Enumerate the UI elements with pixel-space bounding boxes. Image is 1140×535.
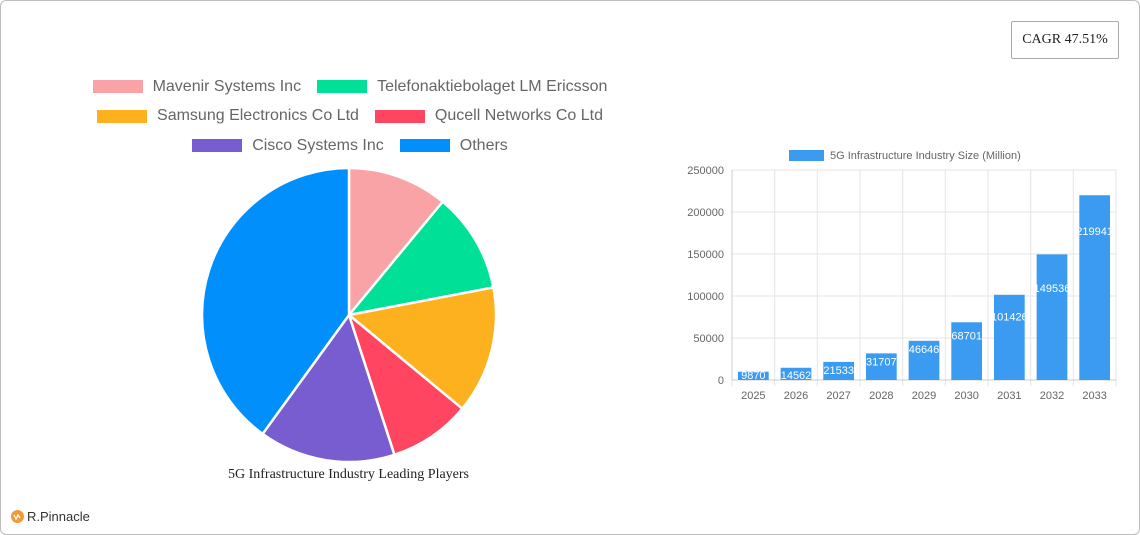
bar-value-label: 14562 [781,370,812,382]
legend-label: Cisco Systems Inc [252,136,384,154]
legend-swatch [192,139,243,153]
logo-text: R.Pinnacle [27,509,90,524]
bar[interactable] [865,353,897,380]
y-tick-label: 200000 [687,207,724,219]
legend-label: Mavenir Systems Inc [152,77,302,95]
pie-legend: Mavenir Systems Inc Telefonaktiebolaget L… [80,72,620,161]
bar-value-label: 21533 [823,365,854,377]
x-tick-label: 2032 [1040,390,1064,402]
brand-logo: R.Pinnacle [11,509,90,524]
legend-label: Samsung Electronics Co Ltd [157,107,359,125]
legend-item[interactable]: Mavenir Systems Inc [92,77,302,96]
x-tick-label: 2025 [741,390,765,402]
bar-legend-label: 5G Infrastructure Industry Size (Million… [830,150,1021,162]
logo-icon [11,510,24,523]
bar-value-label: 149536 [1034,283,1071,295]
legend-item[interactable]: Samsung Electronics Co Ltd [97,107,359,125]
bar-value-label: 46646 [909,344,940,356]
bar-legend-swatch [789,150,824,161]
legend-swatch [97,109,148,123]
legend-row: Cisco Systems Inc Others [80,131,620,161]
legend-swatch [92,80,143,94]
y-tick-label: 0 [718,375,724,387]
bar[interactable] [1079,195,1111,380]
bar-value-label: 9870 [741,370,765,382]
legend-label: Telefonaktiebolaget LM Ericsson [377,77,608,95]
x-tick-label: 2027 [826,390,850,402]
bar[interactable] [1036,254,1068,380]
pie-slice[interactable] [346,311,465,457]
bar[interactable] [780,367,812,380]
pie-title: 5G Infrastructure Industry Leading Playe… [227,467,470,482]
x-tick-label: 2026 [784,390,808,402]
pie-chart [199,165,499,465]
y-tick-label: 100000 [687,291,724,303]
pie-slice[interactable] [346,285,498,411]
legend-swatch [374,109,425,123]
bar-value-label: 219941 [1076,226,1113,238]
legend-item[interactable]: Cisco Systems Inc [192,137,384,155]
legend-label: Qucell Networks Co Ltd [434,107,603,125]
legend-label: Others [459,136,508,154]
legend-item[interactable]: Telefonaktiebolaget LM Ericsson [317,78,607,96]
pie-slice[interactable] [260,312,397,464]
legend-row: Samsung Electronics Co Ltd Qucell Network… [80,102,620,132]
bar[interactable] [823,361,855,380]
pie-slice[interactable] [345,199,495,317]
bar[interactable] [951,322,983,380]
cagr-badge: CAGR 47.51% [1011,21,1119,59]
x-tick-label: 2033 [1082,390,1106,402]
legend-item[interactable]: Qucell Networks Co Ltd [374,107,603,125]
legend-swatch [399,139,450,153]
x-tick-label: 2031 [997,390,1021,402]
bar[interactable] [993,294,1025,380]
legend-row: Mavenir Systems Inc Telefonaktiebolaget L… [80,72,620,102]
cagr-label: CAGR 47.51% [1022,32,1108,47]
bar[interactable] [737,371,769,380]
legend-swatch [317,80,368,94]
y-tick-label: 250000 [687,165,724,177]
pie-slice[interactable] [200,166,351,436]
x-tick-label: 2028 [869,390,893,402]
bar[interactable] [908,340,940,380]
y-tick-label: 150000 [687,249,724,261]
y-tick-label: 50000 [693,333,724,345]
pie-slice[interactable] [347,166,445,319]
bar-value-label: 101426 [991,311,1028,323]
x-tick-label: 2029 [912,390,936,402]
bar-value-label: 68701 [951,331,982,343]
legend-item[interactable]: Others [399,136,508,155]
bar-chart: 5G Infrastructure Industry Size (Million… [680,140,1130,410]
x-tick-label: 2030 [954,390,978,402]
bar-value-label: 31707 [866,356,897,368]
